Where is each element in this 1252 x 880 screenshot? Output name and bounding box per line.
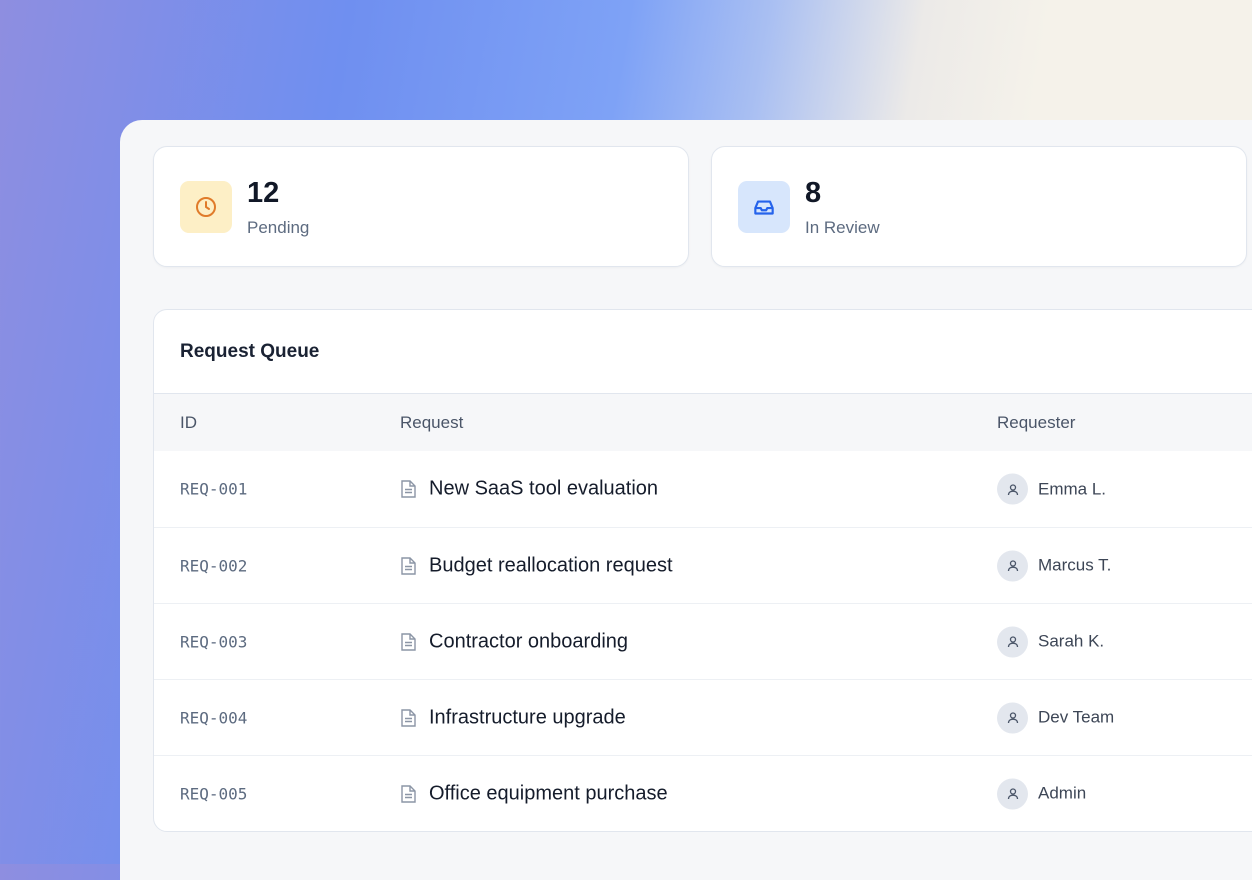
requester-name: Dev Team <box>1038 707 1115 727</box>
request-id: REQ-002 <box>180 556 248 575</box>
document-icon <box>401 480 416 498</box>
requester-name: Sarah K. <box>1038 631 1105 651</box>
requester-cell: Sarah K. <box>997 626 1104 657</box>
request-cell: Budget reallocation request <box>400 554 673 577</box>
column-header-requester[interactable]: Requester <box>997 412 1076 432</box>
user-icon <box>1007 560 1018 572</box>
document-icon <box>401 556 416 575</box>
table-row[interactable]: REQ-005 Office equipment purchase Admin <box>154 755 1252 831</box>
requester-cell: Dev Team <box>997 702 1114 733</box>
clock-icon <box>180 181 232 233</box>
request-id: REQ-001 <box>180 479 248 499</box>
main-panel: 12 Pending 8 In Review Request Queue ID … <box>120 120 1252 880</box>
stat-value: 8 <box>805 177 822 209</box>
request-title: New SaaS tool evaluation <box>429 477 659 500</box>
requester-name: Emma L. <box>1038 479 1107 498</box>
request-id: REQ-005 <box>180 784 248 803</box>
table-row[interactable]: REQ-002 Budget reallocation request Marc… <box>154 527 1252 603</box>
request-title: Contractor onboarding <box>429 630 629 652</box>
table-row[interactable]: REQ-003 Contractor onboarding Sarah K. <box>154 603 1252 679</box>
requester-name: Admin <box>1038 783 1087 803</box>
document-icon <box>401 632 416 651</box>
stat-card-pending[interactable]: 12 Pending <box>153 146 689 267</box>
request-title: Office equipment purchase <box>429 782 668 804</box>
requester-cell: Emma L. <box>997 473 1107 505</box>
user-icon <box>1007 636 1018 648</box>
table-row[interactable]: REQ-004 Infrastructure upgrade Dev Team <box>154 679 1252 755</box>
avatar <box>997 702 1028 733</box>
stat-label: Pending <box>247 218 310 237</box>
request-id: REQ-003 <box>180 632 248 651</box>
table-row[interactable]: REQ-001 New SaaS tool evaluation Emma L. <box>154 451 1252 527</box>
avatar <box>997 626 1028 657</box>
request-queue-table: Request Queue ID Request Requester REQ-0… <box>153 309 1252 832</box>
user-icon <box>1007 788 1018 800</box>
request-id: REQ-004 <box>180 708 248 727</box>
table-title: Request Queue <box>154 310 1252 394</box>
document-icon <box>401 708 416 727</box>
stat-card-in-review[interactable]: 8 In Review <box>711 146 1247 267</box>
inbox-icon <box>738 181 790 233</box>
request-cell: Contractor onboarding <box>400 630 628 653</box>
document-icon <box>401 784 416 803</box>
request-title: Infrastructure upgrade <box>429 706 626 728</box>
table-header: ID Request Requester <box>154 394 1252 451</box>
avatar <box>997 473 1028 505</box>
avatar <box>997 550 1028 581</box>
request-cell: Office equipment purchase <box>400 782 668 805</box>
request-cell: New SaaS tool evaluation <box>400 478 658 501</box>
avatar <box>997 778 1028 809</box>
requester-name: Marcus T. <box>1038 555 1112 575</box>
user-icon <box>1007 712 1018 724</box>
requester-cell: Admin <box>997 778 1086 809</box>
column-header-request[interactable]: Request <box>400 412 464 432</box>
requester-cell: Marcus T. <box>997 550 1111 581</box>
request-cell: Infrastructure upgrade <box>400 706 626 729</box>
stat-value: 12 <box>247 177 280 209</box>
stat-label: In Review <box>805 218 880 237</box>
user-icon <box>1007 483 1018 495</box>
request-title: Budget reallocation request <box>429 554 673 576</box>
column-header-id[interactable]: ID <box>180 412 197 432</box>
